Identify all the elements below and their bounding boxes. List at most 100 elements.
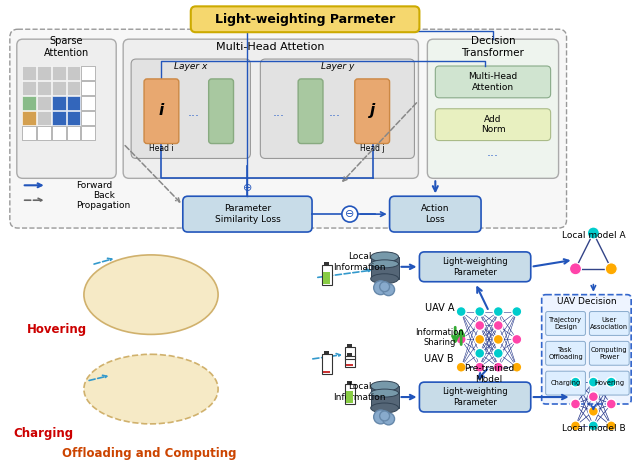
Bar (324, 351, 330, 354)
Bar (22, 126, 36, 139)
Bar (67, 126, 81, 139)
FancyBboxPatch shape (10, 29, 566, 228)
FancyBboxPatch shape (419, 252, 531, 282)
Circle shape (475, 362, 484, 372)
FancyBboxPatch shape (209, 79, 234, 144)
Text: i: i (158, 103, 164, 118)
FancyBboxPatch shape (419, 382, 531, 412)
Bar (81, 81, 95, 95)
Text: Multi-Head Attetion: Multi-Head Attetion (216, 42, 324, 52)
Text: Local model A: Local model A (561, 232, 625, 241)
Circle shape (380, 282, 390, 292)
Circle shape (570, 399, 580, 409)
Bar (346, 364, 353, 366)
Text: Charging: Charging (550, 380, 580, 386)
Circle shape (512, 334, 522, 344)
Circle shape (606, 399, 616, 409)
Circle shape (570, 421, 580, 431)
FancyBboxPatch shape (546, 311, 586, 335)
Bar (345, 347, 355, 367)
Text: Local model B: Local model B (561, 424, 625, 433)
Bar (52, 66, 65, 80)
Text: Action
Loss: Action Loss (421, 204, 449, 224)
Circle shape (588, 406, 598, 416)
FancyBboxPatch shape (183, 196, 312, 232)
Bar (52, 126, 65, 139)
Circle shape (588, 421, 598, 431)
Text: Offloading and Computing: Offloading and Computing (62, 447, 236, 460)
FancyBboxPatch shape (589, 341, 629, 365)
Text: Decision
Transformer: Decision Transformer (461, 36, 524, 58)
Bar (36, 126, 51, 139)
Ellipse shape (84, 354, 218, 424)
Bar (81, 126, 95, 139)
Text: ...: ... (329, 106, 341, 119)
Bar (22, 111, 36, 125)
Circle shape (588, 392, 598, 402)
Bar (324, 262, 330, 265)
Ellipse shape (371, 274, 399, 284)
Text: Head j: Head j (360, 144, 385, 153)
Text: Back
Propagation: Back Propagation (76, 190, 131, 210)
Bar (322, 354, 332, 374)
Bar (67, 111, 81, 125)
Circle shape (570, 263, 582, 275)
Text: Charging: Charging (13, 427, 74, 440)
Bar (22, 96, 36, 110)
FancyBboxPatch shape (546, 341, 586, 365)
Ellipse shape (371, 252, 399, 262)
Bar (81, 66, 95, 80)
FancyBboxPatch shape (260, 59, 415, 158)
Circle shape (456, 307, 466, 317)
Circle shape (588, 227, 599, 239)
Bar (348, 344, 352, 347)
Circle shape (512, 362, 522, 372)
Bar (323, 371, 330, 373)
Circle shape (493, 334, 503, 344)
Text: Hovering: Hovering (26, 323, 86, 336)
Circle shape (493, 320, 503, 331)
Circle shape (383, 284, 394, 296)
Bar (67, 66, 81, 80)
Bar (81, 111, 95, 125)
Text: Head i: Head i (148, 144, 173, 153)
Circle shape (588, 377, 598, 387)
Bar (371, 386, 399, 408)
Text: UAV A: UAV A (424, 302, 454, 313)
Bar (22, 81, 36, 95)
Circle shape (475, 320, 484, 331)
Bar (345, 356, 355, 359)
Text: Pre-trained
Model: Pre-trained Model (464, 365, 514, 384)
FancyBboxPatch shape (298, 79, 323, 144)
Bar (346, 391, 353, 403)
Bar (371, 257, 399, 279)
Text: User
Association: User Association (590, 317, 628, 330)
FancyBboxPatch shape (123, 39, 419, 179)
Circle shape (512, 307, 522, 317)
FancyBboxPatch shape (589, 371, 629, 395)
Text: Computing
Power: Computing Power (591, 347, 628, 360)
Text: Light-weighting
Parameter: Light-weighting Parameter (442, 387, 508, 407)
Bar (348, 353, 352, 356)
Circle shape (475, 334, 484, 344)
Text: Local
Information: Local Information (333, 252, 386, 272)
FancyBboxPatch shape (541, 295, 631, 404)
Circle shape (456, 334, 466, 344)
Text: Forward: Forward (76, 181, 113, 190)
FancyBboxPatch shape (355, 79, 390, 144)
Circle shape (374, 281, 388, 295)
FancyBboxPatch shape (131, 59, 250, 158)
Bar (81, 96, 95, 110)
Bar (52, 81, 65, 95)
Text: UAV Decision: UAV Decision (557, 297, 616, 306)
Text: ...: ... (272, 106, 284, 119)
Circle shape (475, 307, 484, 317)
Text: Task
Offloading: Task Offloading (548, 347, 583, 360)
Circle shape (570, 377, 580, 387)
Circle shape (475, 349, 484, 358)
Text: Sparse
Attention: Sparse Attention (44, 36, 89, 58)
Bar (323, 272, 330, 284)
Circle shape (605, 263, 617, 275)
Text: ⊕: ⊕ (243, 183, 252, 193)
Bar (36, 96, 51, 110)
